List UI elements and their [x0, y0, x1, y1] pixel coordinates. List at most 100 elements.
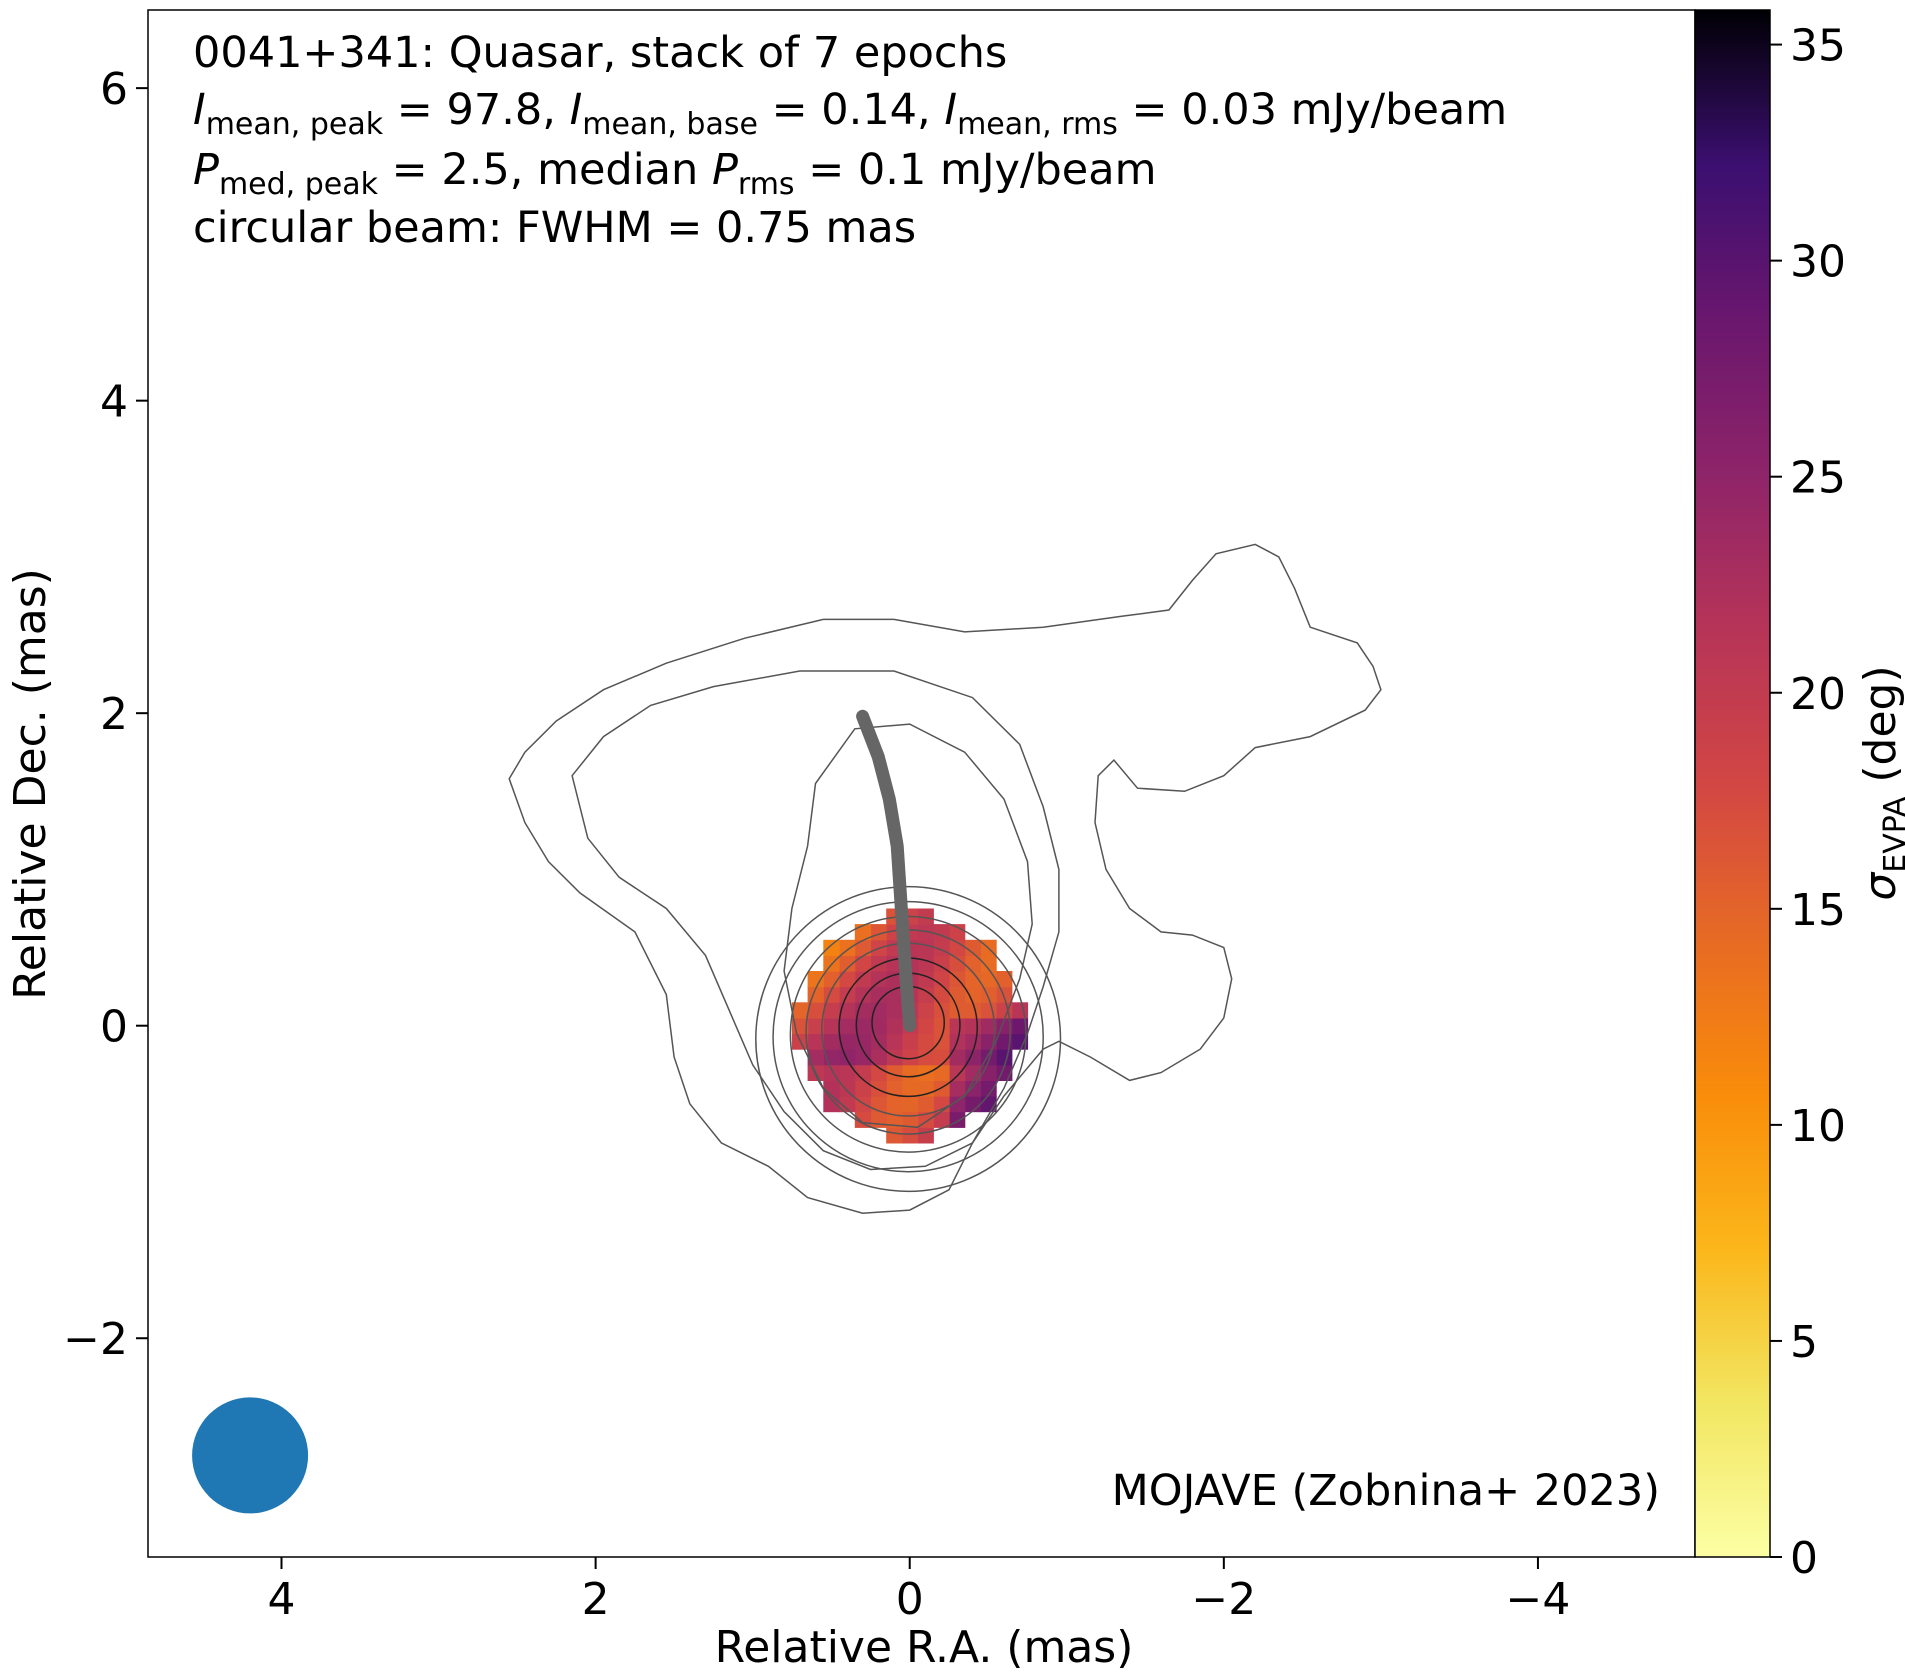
title-line-3: Pmed, peak = 2.5, median Prms = 0.1 mJy/…: [193, 145, 1156, 202]
pixel: [917, 1033, 934, 1050]
pixel: [933, 971, 950, 988]
pixel: [949, 1096, 966, 1113]
pixel: [854, 1017, 872, 1035]
pixel: [870, 1002, 887, 1019]
pixel: [886, 1049, 903, 1066]
x-tick-label: −2: [1191, 1574, 1256, 1625]
y-tick-label: 6: [100, 64, 128, 115]
pixel: [823, 1096, 840, 1113]
contour-line: [772, 900, 1044, 1173]
pixel: [901, 1127, 919, 1144]
pixel: [1011, 1002, 1029, 1019]
pixel: [1011, 1033, 1029, 1050]
pixel: [807, 1002, 824, 1019]
pixel: [980, 986, 997, 1003]
pixel: [933, 1064, 950, 1081]
pixel: [964, 1064, 981, 1081]
contour-line: [508, 543, 1382, 1214]
pixel: [886, 1017, 903, 1035]
pixel: [870, 955, 887, 972]
pixel: [949, 1049, 966, 1066]
y-tick-label: 4: [100, 377, 128, 428]
pixel: [870, 1033, 887, 1050]
x-axis-label: Relative R.A. (mas): [715, 1622, 1134, 1673]
colorbar-ticks: 0 5 10 15 20 25 30 35: [1770, 21, 1846, 1584]
pixel: [854, 939, 872, 956]
pixel: [996, 971, 1013, 988]
pixel: [886, 1080, 903, 1097]
pixel: [964, 939, 981, 956]
pixel: [807, 971, 824, 988]
pixel: [980, 955, 997, 972]
pixel: [933, 1033, 950, 1050]
pixel: [839, 955, 856, 972]
pixel: [791, 1002, 809, 1019]
pixel: [917, 1064, 934, 1081]
pixel: [901, 1064, 919, 1081]
pixel: [933, 1111, 950, 1128]
pixel: [1011, 1017, 1029, 1035]
pixel: [964, 1017, 981, 1035]
colorbar-tick-label: 30: [1790, 237, 1846, 288]
pixel: [949, 1080, 966, 1097]
pixel: [823, 971, 840, 988]
title-line-2: Imean, peak = 97.8, Imean, base = 0.14, …: [193, 85, 1507, 142]
pixel: [886, 1033, 903, 1050]
pixel: [807, 1017, 824, 1035]
x-tick-label: 0: [896, 1574, 924, 1625]
pixel: [807, 1049, 824, 1066]
pixel: [870, 971, 887, 988]
pixel: [949, 939, 966, 956]
pixel: [854, 1049, 872, 1066]
pixel: [886, 1002, 903, 1019]
pixel: [933, 1049, 950, 1066]
pixel: [854, 1080, 872, 1097]
pixel: [964, 1096, 981, 1113]
colorbar: [1694, 9, 1771, 1558]
pixel: [823, 939, 840, 956]
pixel: [870, 1017, 887, 1035]
contour-line: [755, 885, 1062, 1193]
pixel: [839, 1002, 856, 1019]
pixel: [949, 1002, 966, 1019]
y-axis: −2 0 2 4 6: [63, 64, 148, 1365]
title-line-1: 0041+341: Quasar, stack of 7 epochs: [193, 28, 1007, 78]
pixel: [823, 1017, 840, 1035]
x-tick-label: −4: [1506, 1574, 1571, 1625]
pixel: [917, 955, 934, 972]
pixel: [917, 986, 934, 1003]
pixel: [933, 986, 950, 1003]
y-tick-label: 0: [100, 1002, 128, 1053]
pixel: [980, 1017, 997, 1035]
pixel: [964, 1033, 981, 1050]
pixel: [823, 1080, 840, 1097]
x-tick-label: 4: [267, 1574, 295, 1625]
pixel: [839, 1017, 856, 1035]
pixel: [839, 1096, 856, 1113]
colorbar-tick-label: 25: [1790, 453, 1846, 504]
pixel: [839, 1080, 856, 1097]
pixel: [964, 971, 981, 988]
pixel: [854, 1033, 872, 1050]
header-text: 0041+341: Quasar, stack of 7 epochs Imea…: [193, 28, 1507, 253]
pixel: [964, 1002, 981, 1019]
pixel: [917, 1017, 934, 1035]
pixel: [917, 939, 934, 956]
beam-ellipse: [192, 1397, 309, 1514]
pixel: [949, 955, 966, 972]
plot-area: [508, 543, 1382, 1214]
pixel: [854, 986, 872, 1003]
pixel: [870, 1064, 887, 1081]
pixel: [807, 1033, 824, 1050]
pixel: [980, 1002, 997, 1019]
contour-line: [571, 670, 1060, 1171]
pixel: [886, 971, 903, 988]
pixel: [886, 1127, 903, 1144]
pixel: [996, 986, 1013, 1003]
pixel: [854, 971, 872, 988]
pixel: [854, 924, 872, 941]
colorbar-tick-label: 15: [1790, 885, 1846, 936]
pixel: [870, 1049, 887, 1066]
pixel: [870, 986, 887, 1003]
pixel: [839, 971, 856, 988]
